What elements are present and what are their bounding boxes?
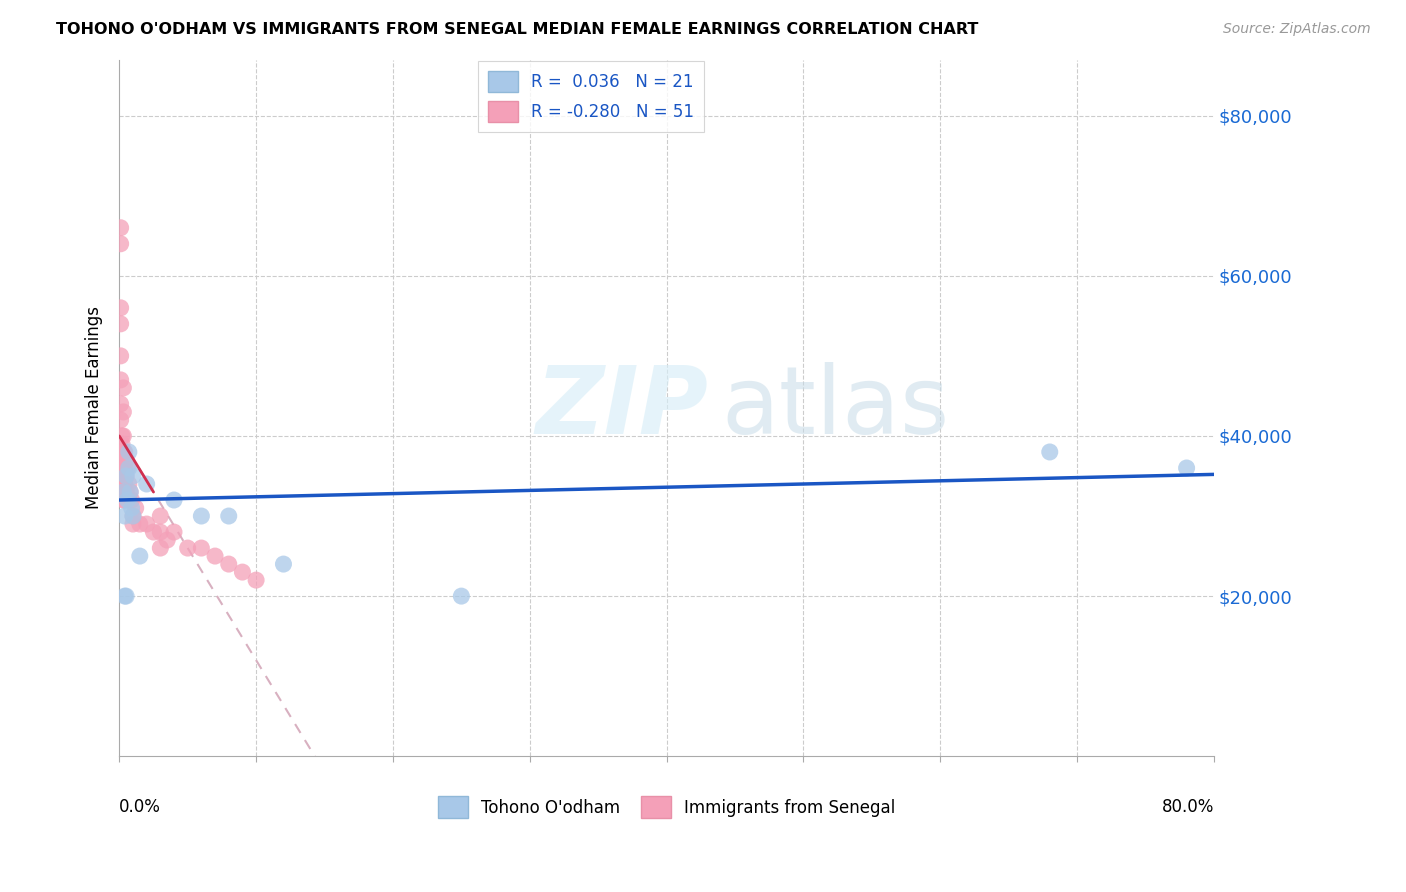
Point — [110, 397, 132, 411]
Point — [135, 516, 157, 531]
Point — [115, 485, 138, 500]
Point — [114, 477, 136, 491]
Point — [114, 445, 136, 459]
Point — [112, 477, 135, 491]
Point — [118, 461, 141, 475]
Point — [115, 469, 138, 483]
Point — [112, 381, 135, 395]
Point — [115, 589, 138, 603]
Point — [112, 461, 135, 475]
Point — [110, 413, 132, 427]
Point — [135, 477, 157, 491]
Text: Source: ZipAtlas.com: Source: ZipAtlas.com — [1223, 22, 1371, 37]
Point — [114, 493, 136, 508]
Point — [112, 405, 135, 419]
Point — [111, 445, 134, 459]
Point — [115, 469, 138, 483]
Point — [117, 493, 139, 508]
Point — [110, 220, 132, 235]
Point — [111, 437, 134, 451]
Point — [218, 557, 240, 571]
Point — [122, 509, 145, 524]
Point — [149, 524, 172, 539]
Point — [142, 524, 165, 539]
Point — [110, 349, 132, 363]
Point — [122, 516, 145, 531]
Point — [112, 445, 135, 459]
Point — [111, 453, 134, 467]
Point — [176, 541, 198, 555]
Point — [120, 485, 142, 500]
Point — [1039, 445, 1062, 459]
Point — [118, 477, 141, 491]
Point — [111, 429, 134, 443]
Point — [115, 453, 138, 467]
Point — [114, 509, 136, 524]
Point — [118, 445, 141, 459]
Point — [125, 501, 148, 516]
Point — [231, 565, 253, 579]
Point — [111, 461, 134, 475]
Point — [121, 493, 143, 508]
Text: 0.0%: 0.0% — [120, 798, 162, 816]
Point — [114, 589, 136, 603]
Point — [110, 317, 132, 331]
Legend: Tohono O'odham, Immigrants from Senegal: Tohono O'odham, Immigrants from Senegal — [432, 789, 901, 824]
Point — [149, 541, 172, 555]
Point — [112, 485, 135, 500]
Point — [450, 589, 472, 603]
Point — [110, 373, 132, 387]
Point — [111, 477, 134, 491]
Point — [190, 509, 212, 524]
Point — [120, 485, 142, 500]
Point — [111, 485, 134, 500]
Text: TOHONO O'ODHAM VS IMMIGRANTS FROM SENEGAL MEDIAN FEMALE EARNINGS CORRELATION CHA: TOHONO O'ODHAM VS IMMIGRANTS FROM SENEGA… — [56, 22, 979, 37]
Point — [128, 549, 150, 563]
Text: 80.0%: 80.0% — [1161, 798, 1213, 816]
Point — [204, 549, 226, 563]
Point — [122, 469, 145, 483]
Point — [110, 301, 132, 315]
Point — [117, 461, 139, 475]
Point — [218, 509, 240, 524]
Point — [190, 541, 212, 555]
Point — [273, 557, 295, 571]
Text: atlas: atlas — [721, 362, 949, 454]
Point — [112, 429, 135, 443]
Point — [149, 509, 172, 524]
Point — [163, 524, 186, 539]
Point — [128, 516, 150, 531]
Point — [114, 461, 136, 475]
Point — [245, 573, 267, 587]
Point — [163, 493, 186, 508]
Point — [156, 533, 179, 547]
Point — [121, 501, 143, 516]
Point — [1175, 461, 1198, 475]
Text: ZIP: ZIP — [536, 362, 709, 454]
Point — [112, 493, 135, 508]
Point — [110, 236, 132, 251]
Point — [122, 509, 145, 524]
Y-axis label: Median Female Earnings: Median Female Earnings — [86, 307, 103, 509]
Point — [111, 469, 134, 483]
